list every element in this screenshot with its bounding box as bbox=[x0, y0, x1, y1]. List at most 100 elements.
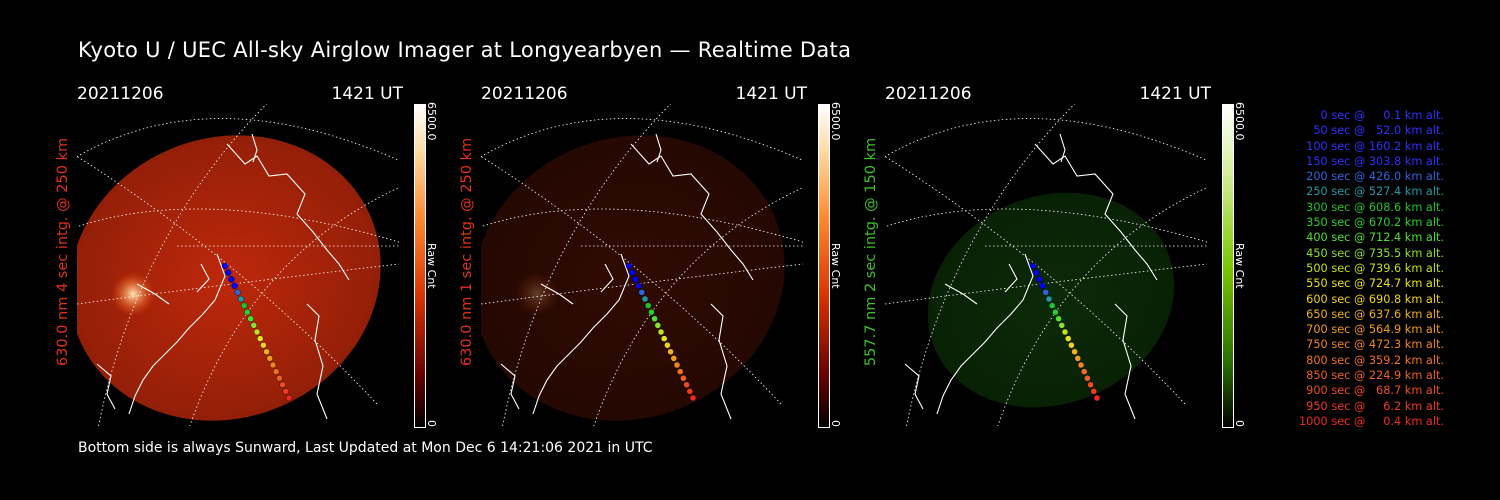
track-point bbox=[1093, 394, 1101, 402]
track-point bbox=[1074, 355, 1082, 362]
track-point bbox=[244, 308, 251, 316]
track-point bbox=[260, 341, 267, 349]
track-point bbox=[276, 375, 283, 382]
legend-entry: 650 sec @ 637.6 km alt. bbox=[1302, 307, 1444, 321]
track-point bbox=[221, 262, 229, 270]
coastline bbox=[500, 133, 754, 420]
track-point bbox=[231, 282, 238, 290]
legend-entry: 750 sec @ 472.3 km alt. bbox=[1302, 338, 1444, 352]
track-point bbox=[1058, 322, 1066, 329]
allsky-image bbox=[77, 104, 399, 426]
airglow-emission bbox=[481, 135, 785, 421]
track-point bbox=[628, 269, 636, 276]
track-point bbox=[256, 335, 264, 342]
track-point bbox=[228, 275, 235, 283]
track-point bbox=[234, 289, 242, 296]
track-point bbox=[1084, 375, 1091, 382]
legend-entry: 500 sec @ 739.6 km alt. bbox=[1302, 261, 1444, 275]
coastline bbox=[96, 133, 350, 420]
track-point bbox=[1036, 275, 1043, 283]
track-point bbox=[272, 368, 280, 375]
legend-entry: 600 sec @ 690.8 km alt. bbox=[1302, 292, 1444, 306]
track-point bbox=[282, 388, 290, 395]
legend-entry: 700 sec @ 564.9 km alt. bbox=[1302, 323, 1444, 337]
colorbar-unit: Raw Cnt bbox=[1233, 243, 1246, 289]
colorbar bbox=[818, 104, 830, 428]
footer-status: Bottom side is always Sunward, Last Upda… bbox=[78, 440, 653, 456]
panel-side-label: 630.0 nm 1 sec intg. @ 250 km bbox=[459, 137, 475, 367]
legend-entry: 800 sec @ 359.2 km alt. bbox=[1302, 353, 1444, 367]
track-point bbox=[1077, 361, 1085, 369]
page-title: Kyoto U / UEC All-sky Airglow Imager at … bbox=[78, 38, 852, 62]
legend-entry: 950 sec @ 6.2 km alt. bbox=[1302, 399, 1444, 413]
track-point bbox=[648, 308, 655, 316]
track-point bbox=[240, 302, 248, 309]
track-legend: 0 sec @ 0.1 km alt. 50 sec @ 52.0 km alt… bbox=[1258, 108, 1444, 429]
track-point bbox=[224, 269, 232, 276]
colorbar-max: 6500.0 bbox=[829, 102, 842, 141]
colorbar-unit: Raw Cnt bbox=[425, 243, 438, 289]
legend-entry: 450 sec @ 735.5 km alt. bbox=[1302, 246, 1444, 260]
track-point bbox=[250, 322, 258, 329]
legend-entry: 850 sec @ 224.9 km alt. bbox=[1302, 369, 1444, 383]
airglow-panel-557-2s: 20211206 1421 UT bbox=[885, 84, 1211, 430]
track-point bbox=[285, 394, 293, 402]
panel-date: 20211206 bbox=[481, 84, 568, 104]
allsky-image bbox=[885, 104, 1207, 426]
colorbar bbox=[1222, 104, 1234, 428]
track-point bbox=[237, 295, 245, 303]
allsky-map bbox=[481, 104, 803, 426]
track-point bbox=[1052, 308, 1059, 316]
track-point bbox=[266, 355, 274, 362]
colorbar-max: 6500.0 bbox=[425, 102, 438, 141]
legend-entry: 900 sec @ 68.7 km alt. bbox=[1302, 384, 1444, 398]
track-point bbox=[1064, 335, 1072, 342]
track-point bbox=[1045, 295, 1053, 303]
track-point bbox=[1068, 341, 1075, 349]
legend-entry: 200 sec @ 426.0 km alt. bbox=[1302, 170, 1444, 184]
track-point bbox=[1055, 315, 1062, 323]
track-point bbox=[638, 289, 646, 296]
colorbar-min: 0 bbox=[425, 420, 438, 427]
panel-side-label: 630.0 nm 4 sec intg. @ 250 km bbox=[55, 137, 71, 367]
track-point bbox=[1039, 282, 1046, 290]
track-point bbox=[253, 328, 261, 336]
track-point bbox=[680, 375, 687, 382]
track-point bbox=[673, 361, 681, 369]
track-point bbox=[247, 315, 254, 323]
track-point bbox=[1032, 269, 1040, 276]
track-point bbox=[1087, 381, 1094, 388]
panel-date: 20211206 bbox=[77, 84, 164, 104]
track-point bbox=[625, 262, 633, 270]
allsky-image bbox=[481, 104, 803, 426]
legend-entry: 1000 sec @ 0.4 km alt. bbox=[1298, 414, 1444, 428]
track-point bbox=[676, 368, 684, 375]
airglow-panel-630-1s: 20211206 1421 UT bbox=[481, 84, 807, 430]
legend-entry: 50 sec @ 52.0 km alt. bbox=[1306, 124, 1444, 138]
panel-time: 1421 UT bbox=[1139, 84, 1212, 104]
track-point bbox=[1080, 368, 1088, 375]
airglow-emission bbox=[77, 135, 381, 421]
track-point bbox=[1042, 289, 1050, 296]
track-point bbox=[1029, 262, 1037, 270]
track-point bbox=[644, 302, 652, 309]
legend-entry: 400 sec @ 712.4 km alt. bbox=[1302, 231, 1444, 245]
allsky-map bbox=[77, 104, 399, 426]
track-point bbox=[269, 361, 277, 369]
track-point bbox=[657, 328, 665, 336]
panel-side-label: 557.7 nm 2 sec intg. @ 150 km bbox=[863, 137, 879, 367]
track-point bbox=[670, 355, 678, 362]
track-point bbox=[651, 315, 658, 323]
track-point bbox=[641, 295, 649, 303]
panel-date: 20211206 bbox=[885, 84, 972, 104]
track-point bbox=[667, 348, 674, 356]
airglow-panel-630-4s: 20211206 1421 UT bbox=[77, 84, 403, 430]
panel-time: 1421 UT bbox=[735, 84, 808, 104]
colorbar-max: 6500.0 bbox=[1233, 102, 1246, 141]
legend-entry: 0 sec @ 0.1 km alt. bbox=[1309, 109, 1444, 122]
legend-entry: 100 sec @ 160.2 km alt. bbox=[1302, 139, 1444, 153]
allsky-map bbox=[885, 104, 1207, 426]
track-point bbox=[1071, 348, 1078, 356]
colorbar bbox=[414, 104, 426, 428]
track-point bbox=[635, 282, 642, 290]
